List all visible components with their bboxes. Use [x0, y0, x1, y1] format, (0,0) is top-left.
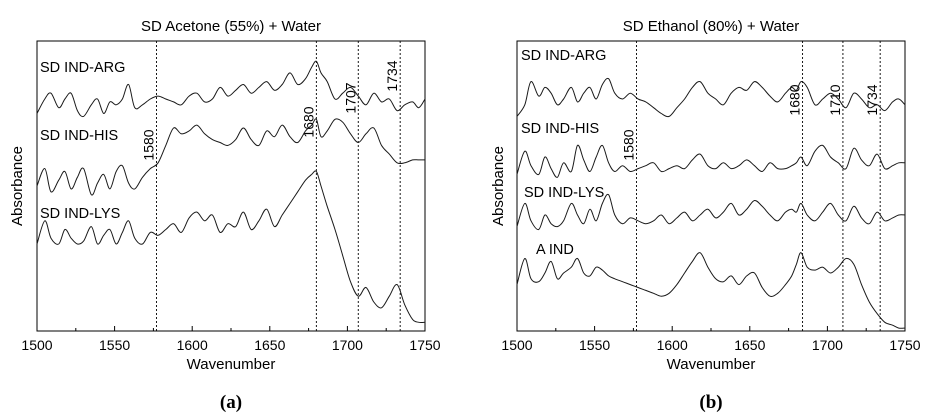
series-label: SD IND-HIS — [40, 128, 118, 144]
reference-line-label: 1734 — [384, 60, 400, 91]
y-axis-label: Absorbance — [490, 146, 507, 226]
series-label: SD IND-ARG — [40, 60, 125, 76]
chart-title: SD Ethanol (80%) + Water — [623, 18, 800, 35]
series-line — [36, 60, 426, 118]
y-axis-label: Absorbance — [9, 146, 26, 226]
series-label: A IND — [536, 242, 574, 258]
series-label: SD IND-ARG — [521, 48, 606, 64]
series-line — [516, 144, 906, 178]
x-tick-label: 1600 — [177, 337, 208, 353]
chart-title: SD Acetone (55%) + Water — [141, 18, 321, 35]
x-axis-label: Wavenumber — [187, 356, 276, 373]
reference-line-label: 1580 — [141, 129, 157, 160]
x-tick-label: 1650 — [254, 337, 285, 353]
series-line — [516, 193, 906, 231]
series-line — [516, 252, 906, 329]
series-label: SD IND-HIS — [521, 121, 599, 137]
x-tick-label: 1650 — [734, 337, 765, 353]
reference-line-label: 1680 — [300, 106, 316, 137]
x-axis-label: Wavenumber — [667, 356, 756, 373]
series-line — [516, 77, 906, 118]
x-tick-label: 1500 — [501, 337, 532, 353]
x-tick-label: 1700 — [812, 337, 843, 353]
x-tick-label: 1700 — [332, 337, 363, 353]
panel-label: (b) — [699, 392, 722, 413]
x-tick-label: 1550 — [579, 337, 610, 353]
series-label: SD IND-LYS — [524, 185, 604, 201]
reference-line-label: 1734 — [864, 84, 880, 115]
panel-label: (a) — [220, 392, 242, 413]
reference-line-label: 1710 — [827, 84, 843, 115]
series-line — [36, 118, 425, 196]
x-tick-label: 1600 — [657, 337, 688, 353]
series-line — [36, 170, 426, 324]
reference-line-label: 1580 — [621, 129, 637, 160]
x-tick-label: 1550 — [99, 337, 130, 353]
x-tick-label: 1750 — [889, 337, 920, 353]
reference-line-label: 1680 — [787, 84, 803, 115]
x-tick-label: 1750 — [409, 337, 440, 353]
x-tick-label: 1500 — [21, 337, 52, 353]
series-label: SD IND-LYS — [40, 206, 120, 222]
